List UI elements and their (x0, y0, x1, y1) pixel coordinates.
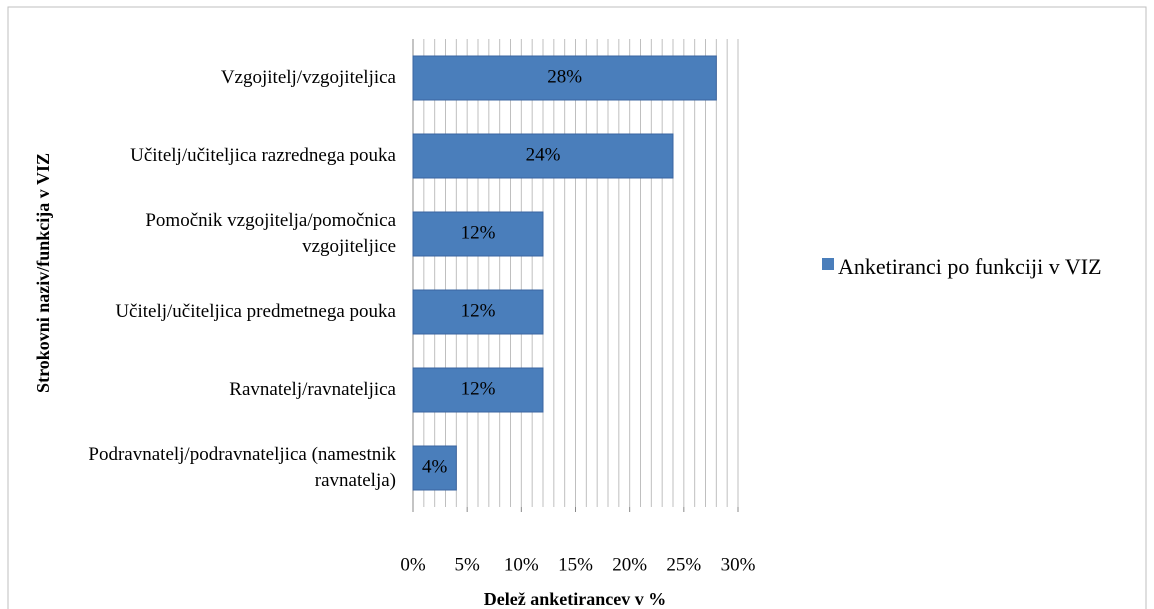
y-tick-label: Ravnatelj/ravnateljica (229, 379, 396, 400)
x-tick-label: 5% (455, 554, 481, 575)
x-axis-title: Delež anketirancev v % (484, 589, 666, 609)
x-tick-label: 20% (612, 554, 647, 575)
x-tick-label: 30% (721, 554, 756, 575)
y-tick-label: Pomočnik vzgojitelja/pomočnica vzgojitel… (145, 210, 396, 257)
x-tick-label: 25% (666, 554, 701, 575)
x-tick-label: 10% (504, 554, 539, 575)
value-label: 12% (461, 378, 496, 399)
legend-label: Anketiranci po funkciji v VIZ (838, 254, 1102, 279)
value-label: 12% (461, 300, 496, 321)
y-tick-label: Učitelj/učiteljica predmetnega pouka (115, 301, 396, 322)
bar (412, 133, 674, 179)
legend-swatch (822, 258, 834, 270)
bar (412, 211, 544, 257)
x-tick-label: 15% (558, 554, 593, 575)
y-tick-label: Učitelj/učiteljica razrednega pouka (130, 145, 396, 166)
value-label: 24% (526, 144, 561, 165)
value-label: 12% (461, 222, 496, 243)
value-label: 4% (422, 456, 448, 477)
y-axis-title: Strokovni naziv/funkcija v VIZ (33, 153, 53, 393)
bar (412, 367, 544, 413)
bar (412, 55, 717, 101)
x-tick-label: 0% (400, 554, 426, 575)
y-tick-label: Vzgojitelj/vzgojiteljica (220, 67, 396, 88)
bar (412, 289, 544, 335)
value-label: 28% (547, 66, 582, 87)
y-tick-label: Podravnatelj/podravnateljica (namestnik … (88, 444, 396, 491)
bar (412, 445, 457, 491)
chart-border (7, 6, 1147, 609)
